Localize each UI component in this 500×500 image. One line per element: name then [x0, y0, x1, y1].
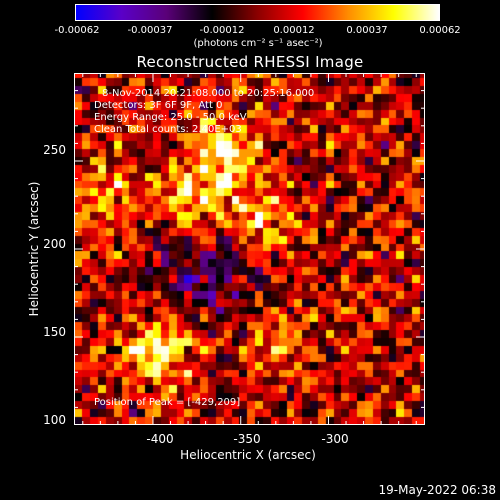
annotation-peak-position: Position of Peak = [-429,209]	[94, 397, 241, 408]
x-tick-label: -400	[146, 432, 174, 446]
y-tick-label: 100	[43, 413, 66, 427]
colorbar-tick-label: 0.00012	[273, 25, 315, 36]
axis-ticks	[74, 73, 425, 425]
y-tick-label: 200	[43, 237, 66, 251]
colorbar-tick-label: -0.00012	[199, 25, 245, 36]
colorbar-tick-label: -0.00037	[127, 25, 173, 36]
y-tick-label: 150	[43, 325, 66, 339]
annotation-date-range: 8-Nov-2014 20:21:08.000 to 20:25:16.000	[102, 88, 315, 99]
colorbar-tick-label: 0.00037	[346, 25, 388, 36]
colorbar	[75, 4, 440, 21]
annotation-clean-counts: Clean Total counts: 2.40E+03	[94, 124, 242, 135]
chart-title: Reconstructed RHESSI Image	[136, 53, 364, 71]
colorbar-tick-label: -0.00062	[54, 25, 100, 36]
colorbar-tick-label: 0.00062	[419, 25, 461, 36]
x-axis-label: Heliocentric X (arcsec)	[180, 448, 316, 462]
y-axis-label: Heliocentric Y (arcsec)	[27, 181, 41, 317]
y-tick-label: 250	[43, 143, 66, 157]
heatmap-image	[75, 74, 424, 424]
x-tick-label: -300	[321, 432, 349, 446]
colorbar-unit-label: (photons cm⁻² s⁻¹ asec⁻²)	[193, 38, 323, 49]
x-tick-label: -350	[233, 432, 261, 446]
annotation-detectors: Detectors: 3F 6F 9F, Att 0	[94, 100, 223, 111]
footer-date: 19-May-2022 06:38	[378, 483, 496, 497]
annotation-energy-range: Energy Range: 25.0 - 50.0 keV	[94, 112, 247, 123]
